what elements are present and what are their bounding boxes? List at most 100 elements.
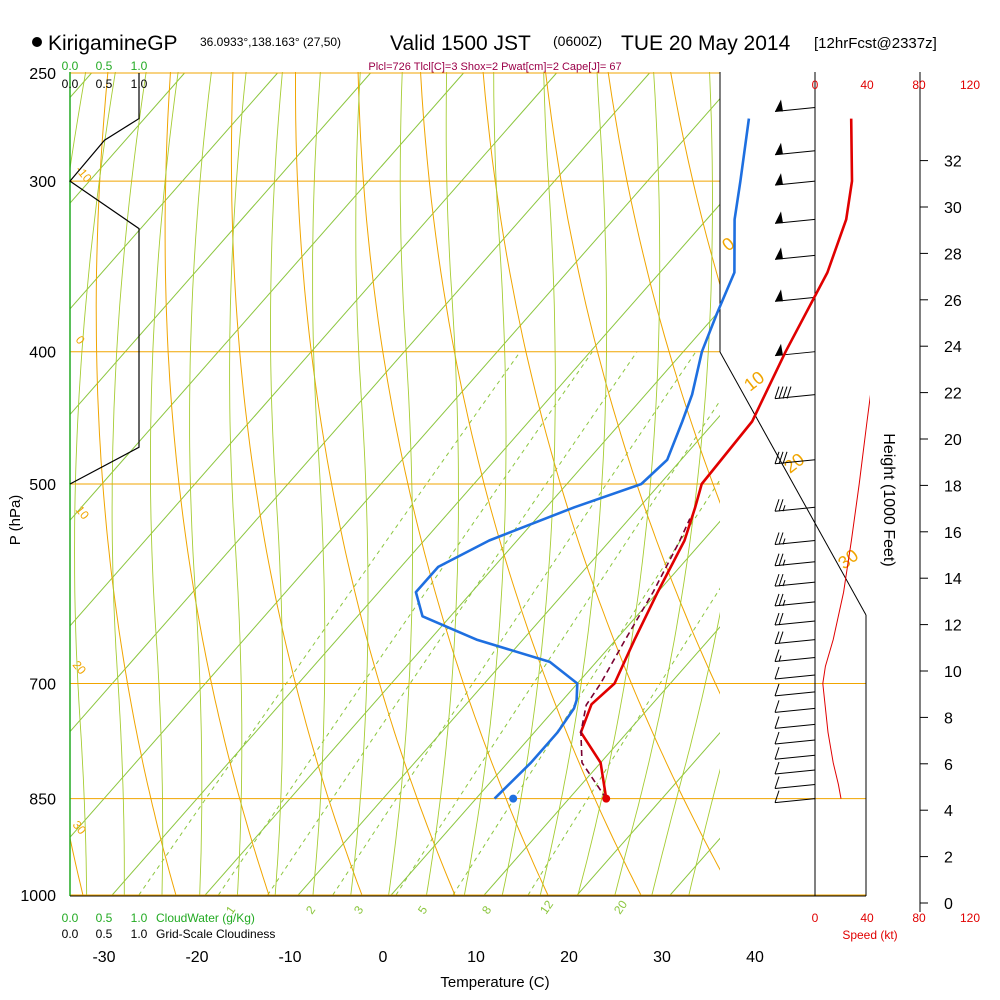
barb-shaft xyxy=(774,674,816,680)
moist-adiabat-line xyxy=(312,72,326,896)
barb-half-flag xyxy=(782,559,786,566)
mixing-ratio-label: 5 xyxy=(415,903,430,917)
speed-label: Speed (kt) xyxy=(842,928,897,942)
speed-tick-label: 120 xyxy=(960,911,980,925)
cloudiness-label: Grid-Scale Cloudiness xyxy=(156,927,275,941)
mixing-ratio-label: 20 xyxy=(611,897,630,916)
wind-barb xyxy=(774,247,816,260)
height-tick-label: 8 xyxy=(944,710,953,727)
dry-adiabat-line xyxy=(607,72,720,504)
moist-adiabat-line xyxy=(539,72,608,896)
barb-flag xyxy=(774,451,780,464)
isotherm-line xyxy=(70,72,278,310)
cloudiness-tick-label: 0.0 xyxy=(62,927,79,941)
moist-adiabat-line xyxy=(229,72,247,896)
barb-shaft xyxy=(774,707,816,713)
height-tick-label: 0 xyxy=(944,896,953,913)
moist-adiabat-line xyxy=(189,72,212,896)
wind-barb xyxy=(774,761,816,775)
isotherm-line xyxy=(70,72,371,416)
dewpoint-line xyxy=(414,118,751,800)
pressure-tick-label: 1000 xyxy=(20,888,56,905)
barb-flag xyxy=(774,532,780,545)
site-marker-icon xyxy=(32,37,42,47)
barb-flag xyxy=(778,593,784,607)
wind-speed-line xyxy=(822,394,870,799)
mixing-ratio-label: 8 xyxy=(479,903,494,917)
temperature-tick-label: 10 xyxy=(467,949,485,966)
adiabat-label: 10 xyxy=(73,503,93,522)
barb-half-flag xyxy=(782,599,786,607)
height-tick-label: 2 xyxy=(944,850,953,867)
temperature-tick-label: -20 xyxy=(185,949,208,966)
height-tick-label: 14 xyxy=(944,571,962,588)
height-tick-label: 16 xyxy=(944,525,962,542)
barb-flag xyxy=(774,386,780,399)
barb-flag xyxy=(774,683,780,697)
barb-pennant xyxy=(775,343,783,356)
barb-flag xyxy=(774,573,780,587)
moist-adiabat-line xyxy=(501,72,556,896)
barb-flag xyxy=(774,747,780,760)
dry-adiabat-line xyxy=(230,72,363,896)
pressure-axis: 250 300 400 500 700 850 1000 xyxy=(20,66,56,905)
temperature-tick-label: 40 xyxy=(746,949,764,966)
barb-shaft xyxy=(774,657,816,663)
dry-adiabat-line xyxy=(95,72,177,896)
adiabat-label: 0 xyxy=(73,333,88,347)
dry-adiabat-line xyxy=(482,72,720,871)
barb-pennant xyxy=(775,247,783,260)
dry-adiabat-line xyxy=(70,835,84,896)
height-tick-label: 12 xyxy=(944,618,962,635)
wind-barb xyxy=(774,683,816,697)
barb-shaft xyxy=(774,739,816,745)
dry-adiabat-line xyxy=(357,72,549,896)
moist-adiabat-line xyxy=(463,72,507,896)
height-tick-label: 22 xyxy=(944,386,962,403)
mixing-ratio-label: 3 xyxy=(351,903,366,917)
barb-shaft xyxy=(774,798,816,804)
cloudwater-tick-label: 0.0 xyxy=(62,911,79,925)
barb-flag xyxy=(778,631,784,644)
pressure-tick-label: 250 xyxy=(29,66,56,83)
speed-tick-label: 40 xyxy=(860,78,874,92)
barb-half-flag xyxy=(778,655,782,662)
barb-flag xyxy=(782,386,788,399)
barb-shaft xyxy=(774,769,816,775)
pressure-tick-label: 400 xyxy=(29,345,56,362)
valid-zulu: (0600Z) xyxy=(553,33,602,49)
dry-adiabat-line xyxy=(976,49,1000,924)
barb-flag xyxy=(778,553,784,566)
wind-barb xyxy=(774,451,816,465)
height-tick-label: 6 xyxy=(944,757,953,774)
cloudwater-tick-label: 0.0 xyxy=(62,59,79,73)
wind-barb xyxy=(774,649,816,663)
height-tick-label: 10 xyxy=(944,664,962,681)
moist-adiabat-line xyxy=(425,72,459,896)
stability-indices: Plcl=726 Tlcl[C]=3 Shox=2 Pwat[cm]=2 Cap… xyxy=(368,61,621,73)
barb-flag xyxy=(774,700,780,713)
wind-barb xyxy=(774,142,816,156)
wind-barb xyxy=(774,343,816,357)
temperature-tick-label: -10 xyxy=(278,949,301,966)
wind-barb xyxy=(774,499,816,512)
moist-adiabat-line xyxy=(350,72,369,896)
barb-flag xyxy=(774,593,780,607)
height-tick-label: 20 xyxy=(944,432,962,449)
barb-shaft xyxy=(774,394,816,400)
theta-label: 10 xyxy=(740,367,768,395)
wind-barb xyxy=(774,386,816,400)
height-tick-label: 32 xyxy=(944,154,962,171)
barb-flag xyxy=(778,451,784,464)
barb-shaft xyxy=(774,784,816,790)
barb-flag xyxy=(774,776,780,789)
barb-flag xyxy=(774,716,780,729)
wind-barbs xyxy=(774,99,816,804)
barb-shaft xyxy=(774,459,816,465)
barb-flag xyxy=(774,761,780,775)
adiabat-label: 20 xyxy=(70,658,90,677)
wind-barb xyxy=(774,173,816,186)
barb-flag xyxy=(778,612,784,626)
moist-adiabat-line xyxy=(577,72,661,896)
